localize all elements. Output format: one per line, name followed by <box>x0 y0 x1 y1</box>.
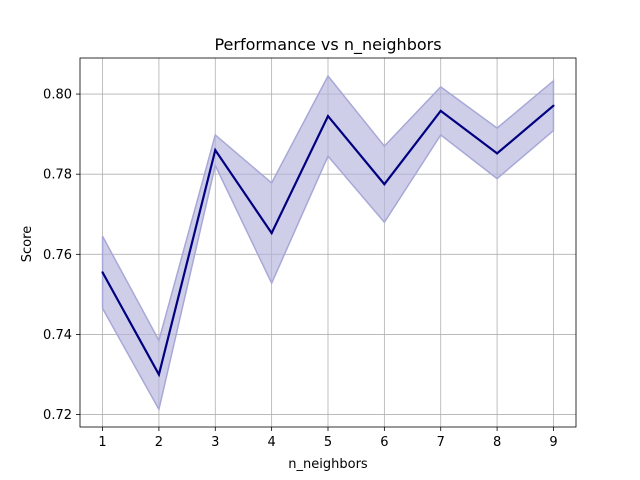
confidence-band-layer <box>101 74 555 412</box>
data-point <box>552 104 555 107</box>
y-axis-ticks: 0.72 0.74 0.76 0.78 0.80 <box>43 88 80 423</box>
y-tick-label: 0.78 <box>43 168 72 183</box>
data-point <box>383 183 386 186</box>
data-point <box>326 114 330 118</box>
x-tick-label: 1 <box>98 435 106 450</box>
x-tick-label: 6 <box>380 435 388 450</box>
data-point <box>157 373 161 376</box>
confidence-band <box>101 74 555 412</box>
data-point <box>214 149 217 152</box>
chart-title: Performance vs n_neighbors <box>214 35 441 55</box>
y-tick-label: 0.72 <box>43 408 72 423</box>
data-point <box>495 152 499 155</box>
series-line-layer <box>101 104 555 378</box>
x-tick-label: 4 <box>267 435 275 450</box>
x-tick-label: 2 <box>155 435 163 450</box>
x-tick-label: 7 <box>437 435 445 450</box>
data-point <box>270 231 273 235</box>
y-tick-label: 0.74 <box>43 328 72 343</box>
y-tick-label: 0.76 <box>43 248 72 263</box>
x-tick-label: 8 <box>493 435 501 450</box>
data-point <box>101 271 104 274</box>
x-tick-label: 3 <box>211 435 219 450</box>
data-point <box>439 109 442 112</box>
y-tick-label: 0.80 <box>43 88 72 103</box>
x-axis-ticks: 1 2 3 4 5 6 7 8 9 <box>98 427 558 450</box>
x-tick-label: 5 <box>324 435 332 450</box>
x-axis-label: n_neighbors <box>288 457 368 472</box>
x-tick-label: 9 <box>549 435 557 450</box>
y-axis-label: Score <box>20 226 35 262</box>
